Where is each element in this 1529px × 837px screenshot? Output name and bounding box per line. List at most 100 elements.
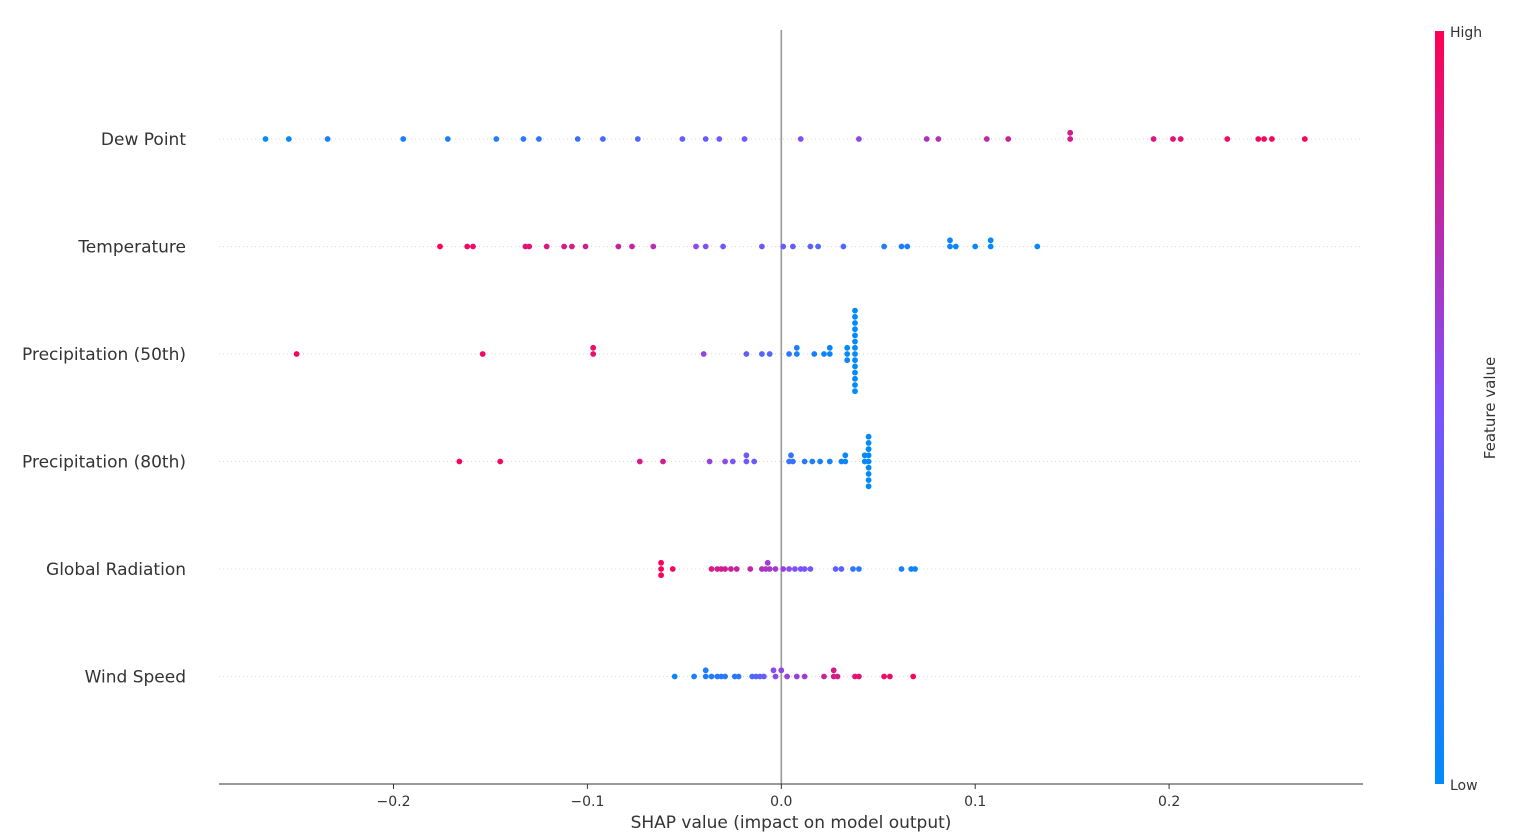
data-point <box>536 136 542 142</box>
data-point <box>772 566 779 572</box>
colorbar-gradient <box>1435 31 1444 784</box>
data-point <box>807 243 814 250</box>
data-point <box>840 243 847 250</box>
data-point <box>865 458 872 465</box>
data-point <box>722 673 728 680</box>
data-point <box>324 136 331 142</box>
data-point <box>720 243 726 250</box>
data-point <box>262 136 269 142</box>
data-point <box>702 673 709 680</box>
data-point <box>543 243 550 250</box>
data-point <box>834 673 841 680</box>
data-point <box>844 357 851 364</box>
colorbar: High Low Feature value <box>1435 25 1499 794</box>
data-point <box>400 136 407 142</box>
data-point <box>788 452 794 459</box>
colorbar-title: Feature value <box>1481 357 1499 459</box>
data-point <box>1034 243 1041 250</box>
data-point <box>456 458 463 465</box>
data-point <box>691 673 697 680</box>
x-tick-label: 0.0 <box>770 794 792 810</box>
data-point <box>615 243 622 250</box>
data-point <box>464 243 471 250</box>
data-point <box>842 452 849 459</box>
data-point <box>852 388 858 395</box>
data-point <box>700 351 707 357</box>
data-point <box>778 667 785 674</box>
data-point <box>741 136 748 142</box>
data-point <box>590 351 597 357</box>
data-point <box>793 351 800 357</box>
data-point <box>793 344 800 351</box>
data-point <box>636 458 643 465</box>
data-point <box>743 452 750 459</box>
data-point <box>935 136 942 142</box>
data-point <box>1255 136 1262 142</box>
data-point <box>852 313 858 320</box>
feature-label: Wind Speed <box>85 668 186 688</box>
data-point <box>1177 136 1184 142</box>
x-tick-label: 0.2 <box>1158 794 1180 810</box>
feature-label: Dew Point <box>101 130 186 150</box>
data-point <box>669 566 676 572</box>
data-point <box>729 458 736 465</box>
data-point <box>702 243 709 250</box>
data-point <box>479 351 486 357</box>
data-point <box>716 136 723 142</box>
data-point <box>801 566 808 572</box>
data-point <box>437 243 443 250</box>
data-point <box>832 566 839 572</box>
data-point <box>865 452 872 459</box>
data-point <box>852 332 858 339</box>
data-point <box>693 243 699 250</box>
x-axis-label: SHAP value (impact on model output) <box>631 813 952 833</box>
data-point <box>865 471 872 477</box>
data-point <box>865 433 872 440</box>
data-point <box>910 673 917 680</box>
data-point <box>838 566 845 572</box>
data-point <box>600 136 606 142</box>
data-point <box>809 458 816 465</box>
feature-rows: Dew Point Temperature Precipitation (50th)… <box>22 130 1363 688</box>
data-point <box>987 243 994 250</box>
data-point <box>658 566 664 572</box>
data-point <box>826 351 833 357</box>
data-point <box>634 136 641 142</box>
data-point <box>629 243 635 250</box>
data-point <box>881 243 887 250</box>
data-point <box>987 237 994 244</box>
data-point <box>493 136 500 142</box>
data-point <box>526 243 533 250</box>
data-point <box>952 243 959 250</box>
feature-label: Global Radiation <box>46 560 186 580</box>
data-point <box>801 458 808 465</box>
data-point <box>582 243 589 250</box>
data-point <box>972 243 979 250</box>
data-point <box>708 566 715 572</box>
data-point <box>784 673 790 680</box>
data-point <box>826 344 833 351</box>
data-point <box>852 344 858 351</box>
data-point <box>293 351 300 357</box>
data-point <box>844 351 851 357</box>
data-point <box>751 458 758 465</box>
data-point <box>747 566 754 572</box>
data-point <box>856 566 862 572</box>
data-point <box>658 572 664 579</box>
data-point <box>790 458 796 465</box>
data-point <box>898 566 905 572</box>
data-point <box>1269 136 1275 142</box>
data-point <box>792 566 798 572</box>
data-point <box>807 566 814 572</box>
data-point <box>912 566 918 572</box>
data-point <box>865 483 872 490</box>
data-point <box>1150 136 1157 142</box>
data-point <box>722 566 728 572</box>
data-point <box>881 673 887 680</box>
data-point <box>898 243 905 250</box>
data-point <box>887 673 893 680</box>
colorbar-low-label: Low <box>1450 778 1478 794</box>
data-point <box>706 458 713 465</box>
data-point <box>852 320 858 326</box>
feature-label: Precipitation (80th) <box>22 453 186 473</box>
